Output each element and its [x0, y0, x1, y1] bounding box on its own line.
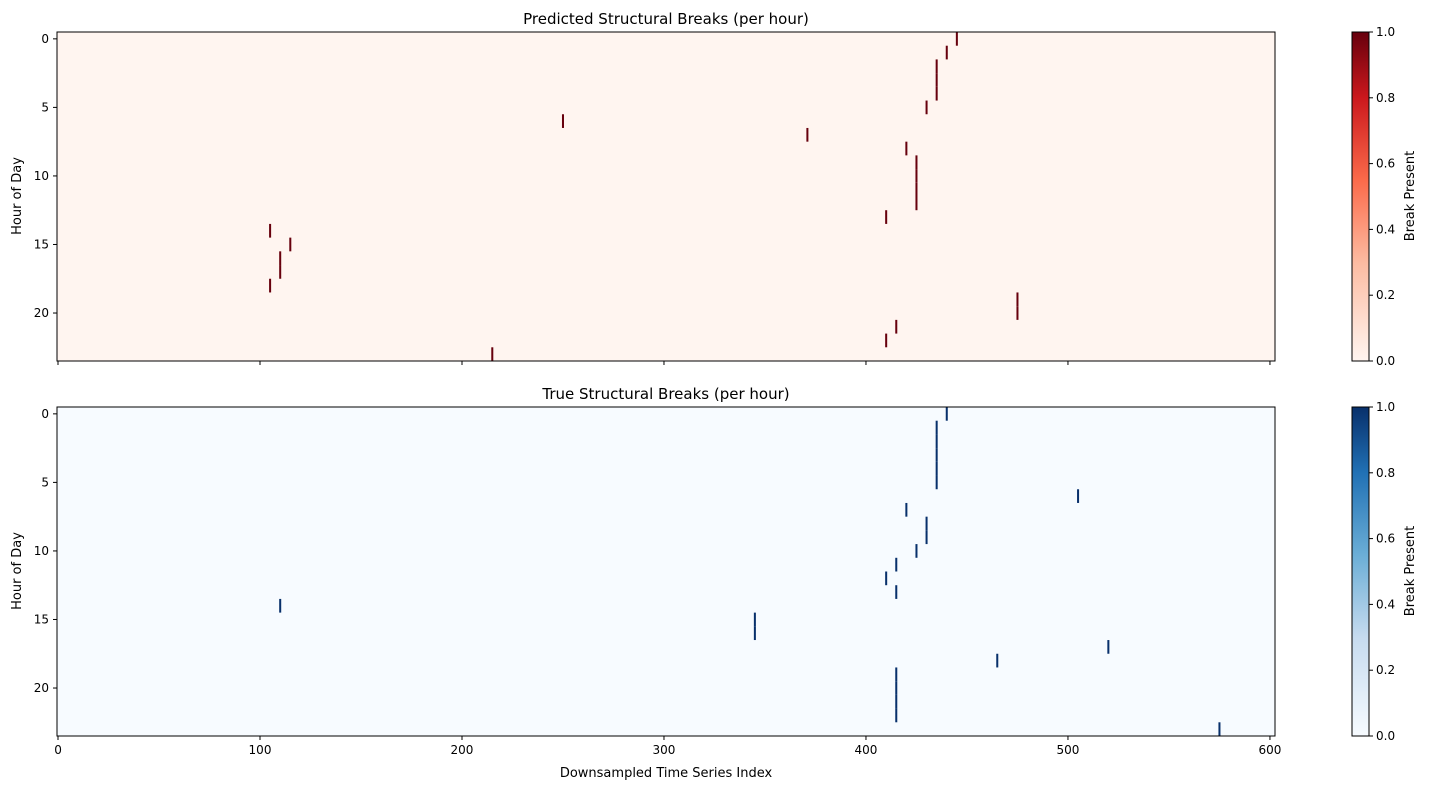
y-tick-label: 20 — [34, 681, 49, 695]
plot-frame — [56, 406, 1276, 737]
heatmap-background — [57, 407, 1275, 736]
x-tick-label: 600 — [1258, 743, 1281, 757]
break-cell — [905, 502, 908, 517]
break-cell — [885, 571, 888, 586]
break-cell — [895, 557, 898, 572]
colorbar-tick-label: 0.8 — [1376, 466, 1395, 480]
break-cell — [935, 461, 938, 476]
break-cell — [915, 544, 918, 558]
colorbar-tick-label: 0.2 — [1376, 288, 1395, 302]
break-cell — [935, 73, 938, 87]
colorbar-tick-label: 0.6 — [1376, 532, 1395, 546]
colorbar-tick-label: 1.0 — [1376, 25, 1395, 39]
break-cell — [895, 667, 898, 682]
y-tick-label: 15 — [34, 612, 49, 626]
y-tick-label: 0 — [41, 32, 49, 46]
break-cell — [996, 653, 999, 668]
x-tick-label: 0 — [54, 743, 62, 757]
break-cell — [1077, 489, 1080, 503]
predicted-breaks-ylabel: Hour of Day — [10, 157, 25, 235]
predicted-breaks-title: Predicted Structural Breaks (per hour) — [523, 10, 809, 28]
y-tick-label: 5 — [41, 100, 49, 114]
break-cell — [279, 598, 282, 613]
break-cell — [885, 210, 888, 224]
break-cell — [1218, 722, 1221, 736]
break-cell — [895, 694, 898, 709]
break-cell — [895, 585, 898, 599]
break-cell — [925, 516, 928, 531]
break-cell — [915, 196, 918, 211]
colorbar-tick-label: 0.0 — [1376, 354, 1395, 368]
break-cell — [935, 475, 938, 490]
y-tick-label: 10 — [34, 544, 49, 558]
break-cell — [1016, 306, 1019, 320]
x-tick-label: 100 — [249, 743, 272, 757]
break-cell — [935, 86, 938, 101]
colorbar-tick-label: 1.0 — [1376, 400, 1395, 414]
x-tick-label: 500 — [1057, 743, 1080, 757]
break-cell — [945, 407, 948, 421]
break-cell — [915, 182, 918, 197]
predicted-breaks-colorbar-label: Break Present — [1403, 151, 1418, 241]
y-tick-label: 20 — [34, 306, 49, 320]
break-cell — [895, 708, 898, 723]
break-cell — [925, 100, 928, 115]
break-cell — [905, 141, 908, 156]
break-cell — [1107, 640, 1110, 654]
break-cell — [885, 333, 888, 348]
x-tick-label: 200 — [451, 743, 474, 757]
y-tick-label: 10 — [34, 169, 49, 183]
break-cell — [955, 32, 958, 46]
true-breaks-xlabel: Downsampled Time Series Index — [560, 766, 773, 781]
colorbar — [1351, 406, 1370, 737]
break-cell — [491, 347, 494, 361]
plot-frame — [56, 31, 1276, 362]
break-cell — [269, 278, 272, 293]
break-cell — [925, 530, 928, 545]
true-breaks-ylabel: Hour of Day — [10, 532, 25, 610]
predicted-breaks-panel: Predicted Structural Breaks (per hour) H… — [10, 10, 1418, 368]
x-tick-label: 400 — [855, 743, 878, 757]
heatmap-background — [57, 32, 1275, 361]
colorbar-tick-label: 0.4 — [1376, 222, 1395, 236]
break-cell — [895, 319, 898, 334]
break-cell — [895, 681, 898, 695]
break-cell — [561, 114, 564, 128]
break-cell — [279, 251, 282, 266]
break-cell — [935, 448, 938, 462]
true-breaks-title: True Structural Breaks (per hour) — [541, 385, 789, 403]
colorbar — [1351, 31, 1370, 362]
break-cell — [753, 626, 756, 641]
break-cell — [289, 237, 292, 252]
break-cell — [945, 45, 948, 60]
x-tick-label: 300 — [653, 743, 676, 757]
break-cell — [806, 127, 809, 142]
break-cell — [753, 612, 756, 627]
y-tick-label: 5 — [41, 475, 49, 489]
true-breaks-colorbar-label: Break Present — [1403, 526, 1418, 616]
true-breaks-panel: True Structural Breaks (per hour) Hour o… — [10, 385, 1418, 781]
break-cell — [935, 420, 938, 435]
y-tick-label: 0 — [41, 407, 49, 421]
break-cell — [1016, 292, 1019, 307]
colorbar-tick-label: 0.6 — [1376, 157, 1395, 171]
y-tick-label: 15 — [34, 237, 49, 251]
colorbar-tick-label: 0.8 — [1376, 91, 1395, 105]
colorbar-tick-label: 0.4 — [1376, 597, 1395, 611]
colorbar-tick-label: 0.2 — [1376, 663, 1395, 677]
break-cell — [935, 434, 938, 449]
break-cell — [279, 265, 282, 279]
break-cell — [915, 155, 918, 170]
break-cell — [935, 59, 938, 74]
break-cell — [269, 223, 272, 238]
break-cell — [915, 169, 918, 183]
colorbar-tick-label: 0.0 — [1376, 729, 1395, 743]
